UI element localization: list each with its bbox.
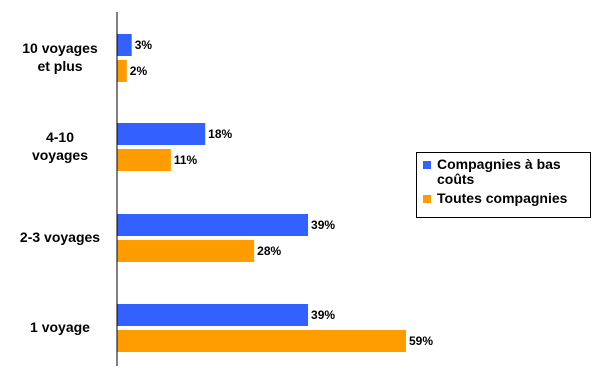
data-label-all-companies-2: 28%: [257, 244, 281, 258]
bar-all-companies-3: [117, 330, 406, 352]
bar-low-cost-3: [117, 304, 309, 326]
bar-all-companies-2: [117, 240, 255, 262]
bar-low-cost-2: [117, 214, 309, 236]
data-label-low-cost-0: 3%: [135, 38, 153, 52]
category-label-1-line-1: voyages: [32, 147, 88, 163]
category-label-2-line-0: 2-3 voyages: [20, 229, 100, 245]
category-label-3-line-0: 1 voyage: [30, 319, 90, 335]
bar-low-cost-1: [117, 123, 206, 145]
data-label-all-companies-0: 2%: [130, 64, 148, 78]
data-label-low-cost-2: 39%: [311, 218, 335, 232]
category-label-1-line-0: 4-10: [46, 129, 74, 145]
category-label-0-line-1: et plus: [37, 58, 82, 74]
bar-low-cost-0: [117, 34, 132, 56]
legend-swatch-all-companies: [423, 195, 431, 203]
legend-label-all-companies: Toutes compagnies: [437, 190, 568, 206]
legend-swatch-low-cost: [423, 161, 431, 169]
legend-label-low-cost: Compagnies à bas coûts: [437, 156, 561, 187]
data-label-all-companies-3: 59%: [409, 334, 433, 348]
data-label-low-cost-3: 39%: [311, 308, 335, 322]
data-label-low-cost-1: 18%: [208, 127, 232, 141]
data-label-all-companies-1: 11%: [174, 153, 198, 167]
legend: Compagnies à bas coûts Toutes compagnies: [416, 152, 591, 218]
category-label-0-line-0: 10 voyages: [22, 40, 98, 56]
bar-all-companies-1: [117, 149, 171, 171]
legend-item-low-cost: Compagnies à bas coûts: [423, 157, 585, 187]
legend-item-all-companies: Toutes compagnies: [423, 191, 585, 206]
bar-all-companies-0: [117, 60, 127, 82]
